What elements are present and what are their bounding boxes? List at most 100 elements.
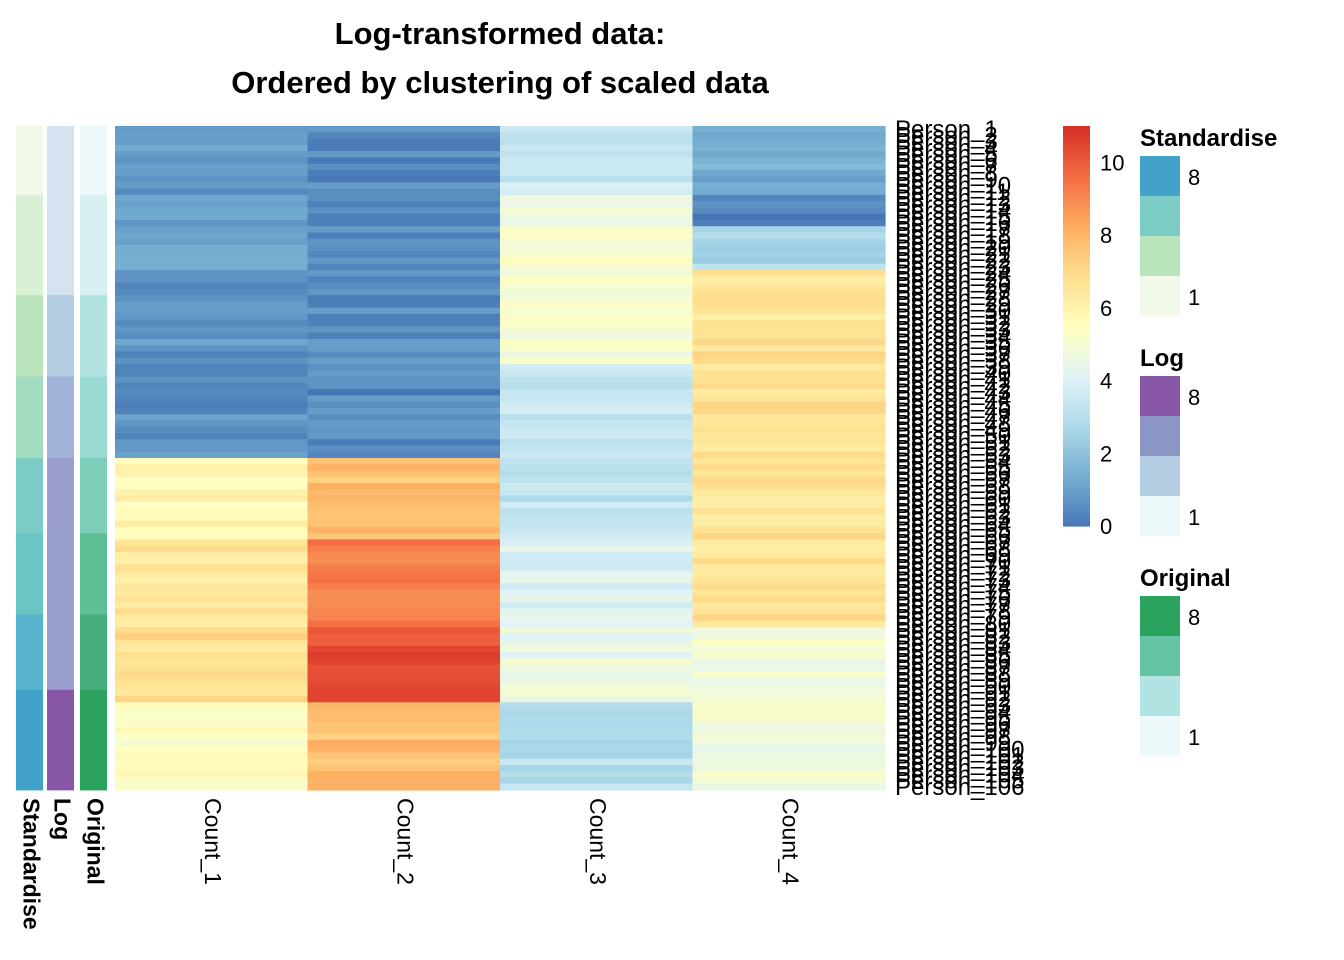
heatmap-cell [692,126,886,133]
heatmap-cell [500,689,694,697]
heatmap-cell [500,652,694,660]
row-label: Person_82 [895,624,1011,651]
heatmap-cell [115,395,309,403]
heatmap-cell [692,226,886,234]
row-label: Person_2 [895,122,998,149]
heatmap-cell [307,126,501,133]
colorbar-segment [1063,209,1090,214]
row-label: Person_62 [895,498,1011,525]
heatmap-cell [500,194,694,202]
heatmap-cell [692,746,886,754]
heatmap-cell [307,764,501,772]
row-label: Person_65 [895,517,1011,544]
heatmap-cell [692,288,886,296]
heatmap-cell [500,326,694,334]
row-label: Person_87 [895,655,1011,682]
heatmap-cell [115,533,309,541]
column-label: Count_2 [393,798,419,885]
colorbar-segment [1063,369,1090,374]
heatmap-cell [500,382,694,390]
row-label: Person_97 [895,717,1011,744]
colorbar-segment [1063,226,1090,230]
row-label: Person_36 [895,335,1011,362]
heatmap-cell [307,714,501,722]
heatmap-cell [307,376,501,384]
heatmap-cell [115,583,309,591]
heatmap-cell [115,151,309,158]
row-label: Person_66 [895,523,1011,550]
row-label: Person_69 [895,542,1011,569]
colorbar-segment [1063,212,1090,217]
heatmap-cell [115,201,309,209]
heatmap-cell [500,401,694,409]
colorbar-segment [1063,206,1090,210]
heatmap-cell [115,382,309,390]
annotation-cell-standardise [16,689,43,791]
legend-label-high: 8 [1188,165,1200,190]
annotation-cell-log [47,295,74,377]
heatmap-cell [307,771,501,779]
heatmap-cell [115,445,309,453]
heatmap-cell [307,389,501,396]
heatmap-cell [115,257,309,265]
colorbar-segment [1063,436,1090,440]
heatmap-cell [500,633,694,641]
row-label: Person_39 [895,354,1011,381]
heatmap-cell [307,301,501,309]
heatmap-cell [692,696,886,703]
heatmap-cell [115,364,309,371]
heatmap-cell [307,157,501,165]
row-label: Person_31 [895,304,1011,331]
colorbar-segment [1063,402,1090,407]
heatmap-cell [307,645,501,653]
row-label: Person_61 [895,492,1011,519]
row-label: Person_44 [895,385,1011,412]
row-label: Person_54 [895,448,1011,475]
legend-swatch [1140,636,1180,677]
heatmap-cell [307,489,501,497]
row-label: Person_70 [895,548,1011,575]
heatmap-cell [500,219,694,227]
heatmap-cell [692,364,886,371]
colorbar-segment [1063,182,1090,187]
heatmap-cell [500,551,694,559]
heatmap-cell [307,464,501,472]
colorbar-segment [1063,222,1090,227]
heatmap-cell [500,645,694,653]
heatmap-cell [115,226,309,234]
heatmap-cell [115,658,309,666]
row-label: Person_49 [895,417,1011,444]
heatmap-cell [692,313,886,321]
row-label: Person_94 [895,699,1011,726]
colorbar-segment [1063,459,1090,464]
heatmap-cell [500,602,694,609]
row-label: Person_27 [895,279,1011,306]
heatmap-cell [115,182,309,190]
legend-swatch [1140,456,1180,497]
heatmap-cell [115,608,309,616]
row-label: Person_73 [895,567,1011,594]
row-label: Person_74 [895,573,1011,600]
heatmap-cell [500,520,694,528]
row-label: Person_95 [895,705,1011,732]
heatmap-cell [692,307,886,315]
colorbar-segment [1063,279,1090,284]
heatmap-cell [692,483,886,490]
heatmap-cell [500,213,694,221]
colorbar-segment [1063,196,1090,200]
row-label: Person_15 [895,204,1011,231]
row-label: Person_18 [895,223,1011,250]
heatmap-cell [500,432,694,440]
row-label: Person_59 [895,479,1011,506]
heatmap-cell [500,620,694,628]
row-label: Person_22 [895,248,1011,275]
heatmap-cell [307,708,501,716]
heatmap-cell [115,602,309,609]
heatmap-cell [307,345,501,353]
heatmap-cell [500,495,694,503]
heatmap-cell [500,182,694,190]
heatmap-cell [115,483,309,490]
heatmap-cell [115,338,309,346]
heatmap-cell [115,370,309,378]
